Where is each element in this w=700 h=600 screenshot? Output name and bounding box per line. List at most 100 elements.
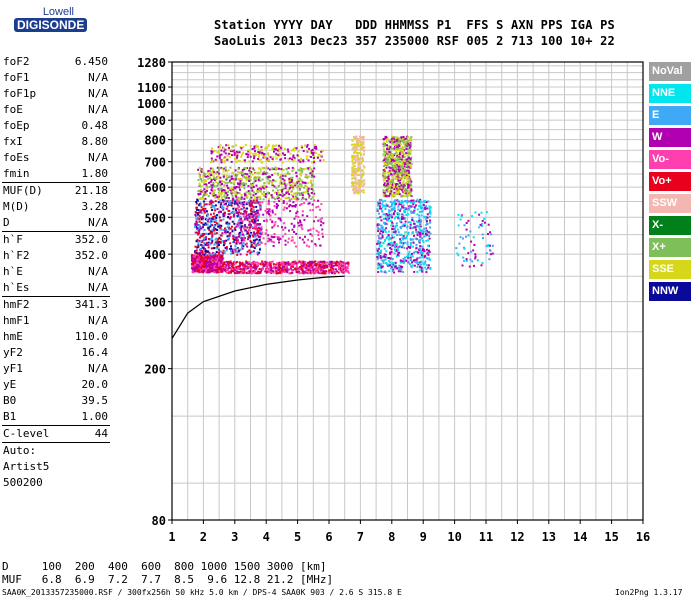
echo-point xyxy=(425,220,428,223)
echo-point xyxy=(396,177,399,180)
echo-point xyxy=(405,152,408,155)
echo-point xyxy=(313,175,316,178)
echo-point xyxy=(302,272,305,275)
echo-point xyxy=(223,240,226,243)
echo-point xyxy=(204,250,207,253)
echo-point xyxy=(318,238,321,240)
echo-point xyxy=(210,157,213,160)
echo-point xyxy=(235,177,238,180)
echo-point xyxy=(237,250,240,253)
echo-point xyxy=(251,184,254,186)
echo-point xyxy=(285,191,288,194)
echo-point xyxy=(358,163,361,166)
echo-point xyxy=(313,144,316,147)
echo-point xyxy=(250,266,253,269)
echo-point xyxy=(226,184,229,187)
echo-point xyxy=(393,252,396,255)
echo-point xyxy=(206,271,209,274)
echo-point xyxy=(354,182,357,185)
echo-point xyxy=(236,251,239,254)
echo-point xyxy=(391,168,394,171)
echo-point xyxy=(320,269,323,272)
echo-point xyxy=(381,228,384,231)
echo-point xyxy=(357,157,360,160)
echo-point xyxy=(358,161,361,164)
echo-point xyxy=(386,243,389,246)
echo-point xyxy=(388,140,391,143)
echo-point xyxy=(219,144,222,147)
echo-point xyxy=(325,270,328,273)
echo-point xyxy=(410,195,413,197)
echo-point xyxy=(407,168,410,171)
echo-point xyxy=(232,266,235,269)
echo-point xyxy=(216,214,219,217)
echo-point xyxy=(199,258,202,261)
echo-point xyxy=(281,152,284,155)
echo-point xyxy=(409,225,412,228)
echo-point xyxy=(205,258,208,260)
echo-point xyxy=(357,179,360,181)
echo-point xyxy=(236,239,239,242)
echo-point xyxy=(380,259,383,262)
echo-point xyxy=(362,141,365,144)
echo-point xyxy=(402,186,405,189)
echo-point xyxy=(385,213,388,215)
echo-point xyxy=(256,201,259,204)
param-value: N/A xyxy=(88,314,108,327)
param-value: 352.0 xyxy=(74,249,108,262)
echo-point xyxy=(213,205,216,208)
echo-point xyxy=(313,155,316,158)
echo-point xyxy=(330,268,333,271)
echo-point xyxy=(210,199,213,202)
echo-point xyxy=(406,141,408,143)
echo-point xyxy=(213,215,216,218)
echo-point xyxy=(200,179,203,182)
echo-point xyxy=(236,182,239,185)
echo-point xyxy=(308,147,310,150)
echo-point xyxy=(271,181,274,183)
echo-point xyxy=(211,256,214,258)
echo-point xyxy=(219,241,222,244)
echo-point xyxy=(393,141,396,144)
echo-point xyxy=(388,160,391,163)
echo-point xyxy=(310,267,312,269)
echo-point xyxy=(403,163,406,165)
echo-point xyxy=(237,271,240,274)
echo-point xyxy=(249,172,252,175)
echo-point xyxy=(228,261,231,264)
echo-point xyxy=(256,188,259,191)
echo-point xyxy=(277,238,280,241)
echo-point xyxy=(195,208,198,211)
echo-point xyxy=(258,213,261,216)
echo-point xyxy=(395,192,398,195)
param-name: hmF1 xyxy=(3,314,30,327)
echo-point xyxy=(242,234,245,237)
echo-point xyxy=(408,179,411,182)
echo-point xyxy=(226,235,229,238)
echo-point xyxy=(352,189,355,192)
echo-point xyxy=(208,203,211,206)
echo-point xyxy=(408,180,411,183)
echo-point xyxy=(307,167,310,170)
echo-point xyxy=(360,161,363,164)
echo-point xyxy=(227,190,230,193)
echo-point xyxy=(215,270,218,273)
echo-point xyxy=(216,259,219,262)
echo-point xyxy=(222,218,225,221)
echo-point xyxy=(274,198,277,201)
echo-point xyxy=(387,184,390,187)
echo-point xyxy=(411,261,414,264)
echo-point xyxy=(309,262,312,265)
echo-point xyxy=(211,217,214,220)
echo-point xyxy=(240,225,243,228)
echo-point xyxy=(203,210,206,212)
echo-point xyxy=(301,181,304,184)
echo-point xyxy=(218,225,221,227)
echo-point xyxy=(413,209,416,212)
echo-point xyxy=(407,148,410,151)
echo-point xyxy=(241,208,244,211)
echo-point xyxy=(299,219,301,222)
echo-point xyxy=(310,168,313,171)
echo-point xyxy=(208,181,210,184)
echo-point xyxy=(377,230,380,233)
